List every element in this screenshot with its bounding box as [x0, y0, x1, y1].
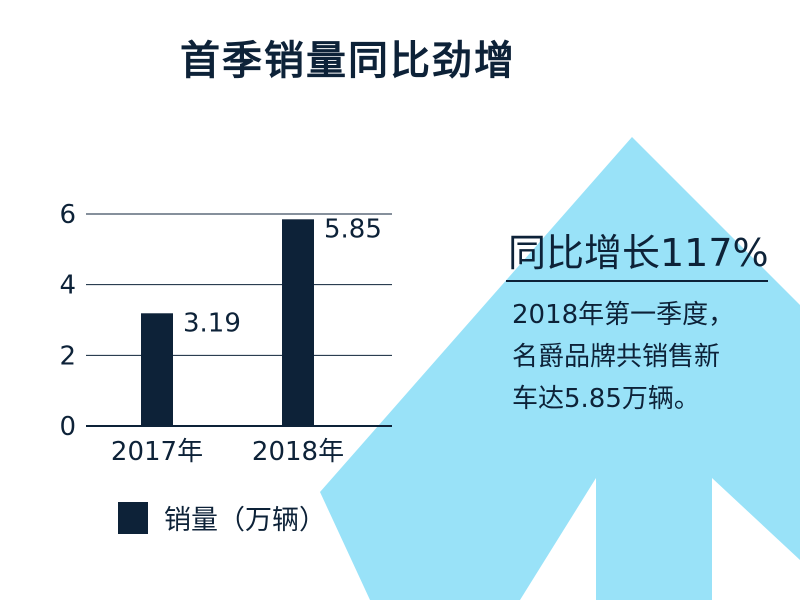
x-category-label: 2018年: [252, 437, 344, 467]
up-arrow-shape: [320, 137, 800, 600]
bar: [282, 219, 314, 426]
description-line-3: 车达5.85万辆。: [512, 384, 700, 414]
description-line-1: 2018年第一季度，: [512, 300, 735, 330]
legend-label: 销量（万辆）: [164, 505, 326, 536]
bar-value-label: 5.85: [324, 214, 382, 244]
description-text: 2018年第一季度， 名爵品牌共销售新 车达5.85万辆。: [512, 294, 782, 420]
y-tick-label: 4: [59, 271, 76, 301]
y-tick-label: 0: [59, 412, 76, 442]
legend-swatch: [118, 501, 148, 534]
page-title: 首季销量同比劲增: [180, 38, 516, 84]
y-axis-ticks: 0 2 4 6: [59, 200, 76, 442]
bar-value-label: 3.19: [183, 308, 241, 338]
chart-bars: [141, 219, 314, 426]
headline-underline: [506, 280, 768, 282]
chart-data-labels: 3.19 5.85: [183, 214, 382, 338]
chart-legend: 销量（万辆）: [118, 498, 326, 537]
bar: [141, 313, 173, 426]
y-tick-label: 2: [59, 341, 76, 371]
x-axis-categories: 2017年 2018年: [111, 437, 344, 467]
chart-gridlines: [86, 213, 392, 427]
x-category-label: 2017年: [111, 437, 203, 467]
growth-headline: 同比增长117%: [508, 231, 769, 275]
description-line-2: 名爵品牌共销售新: [512, 342, 721, 372]
y-tick-label: 6: [59, 200, 76, 230]
